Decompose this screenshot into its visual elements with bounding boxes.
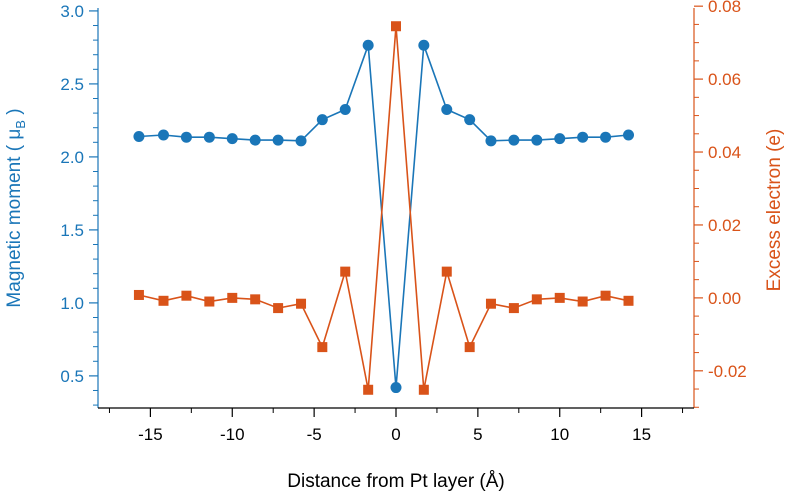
right-y-ticks-group: -0.02 0.00 0.02 0.04 0.06 0.08 [694, 0, 747, 408]
left-y-tick-label: 1.0 [60, 294, 84, 313]
right-y-tick-label: -0.02 [708, 362, 747, 381]
excess-electron-point [485, 298, 496, 309]
excess-electron-point [508, 303, 519, 314]
right-y-tick-label: 0.06 [708, 70, 741, 89]
magnetic-moment-point [362, 39, 374, 51]
excess-electron-point [317, 342, 328, 353]
excess-electron-point [577, 296, 588, 307]
excess-electron-point [623, 295, 634, 306]
right-y-tick-label: 0.04 [708, 143, 741, 162]
magnetic-moment-point [295, 135, 307, 147]
x-tick-label: 15 [632, 425, 651, 444]
magnetic-moment-point [600, 131, 612, 143]
x-axis-title: Distance from Pt layer (Å) [287, 471, 505, 492]
x-tick-label: -10 [220, 425, 245, 444]
left-y-tick-label: 3.0 [60, 2, 84, 21]
magnetic-moment-point [339, 103, 351, 115]
right-y-tick-label: 0.00 [708, 289, 741, 308]
x-ticks-group: -15 -10 -5 0 5 10 15 [108, 408, 684, 444]
magnetic-moment-point [203, 131, 215, 143]
excess-electron-point [227, 292, 238, 303]
left-y-tick-label: 2.0 [60, 148, 84, 167]
excess-electron-point [296, 298, 307, 309]
magnetic-moment-point [508, 134, 520, 146]
excess-electron-point [273, 303, 284, 314]
axes-group [97, 8, 695, 409]
magnetic-moment-point [485, 135, 497, 147]
magnetic-moment-point [464, 114, 476, 126]
x-tick-label: -15 [138, 425, 163, 444]
left-y-tick-label: 1.5 [60, 221, 84, 240]
magnetic-moment-point [554, 133, 566, 145]
magnetic-moment-point [418, 39, 430, 51]
excess-electron-point [441, 266, 452, 277]
right-y-tick-label: 0.08 [708, 0, 741, 16]
left-y-ticks-group: 0.5 1.0 1.5 2.0 2.5 3.0 [60, 2, 98, 406]
left-y-axis-title-end: ) [4, 108, 25, 120]
magnetic-moment-point [390, 382, 402, 394]
excess-electron-point [600, 290, 611, 301]
left-y-axis-title-main: Magnetic moment ( μ [4, 129, 25, 308]
x-tick-label: 5 [473, 425, 482, 444]
series-group [133, 21, 635, 395]
magnetic-moment-point [249, 134, 261, 146]
excess-electron-point [340, 266, 351, 277]
magnetic-moment-point [180, 131, 192, 143]
left-y-axis-title: Magnetic moment ( μB ) [4, 108, 28, 307]
series-line-magnetic-moment [138, 44, 629, 388]
excess-electron-point [363, 384, 374, 395]
excess-electron-point [250, 294, 261, 305]
excess-electron-point [464, 342, 475, 353]
magnetic-moment-point [133, 130, 145, 142]
left-y-axis-title-subscript: B [13, 120, 28, 129]
magnetic-moment-point [441, 103, 453, 115]
excess-electron-point [204, 296, 215, 307]
excess-electron-point [418, 384, 429, 395]
x-tick-label: -5 [307, 425, 322, 444]
series-line-excess-electron [138, 26, 629, 390]
excess-electron-point [391, 21, 401, 32]
magnetic-moment-point [226, 133, 238, 145]
x-tick-label: 10 [550, 425, 569, 444]
left-y-tick-label: 0.5 [60, 367, 84, 386]
magnetic-moment-point [577, 131, 589, 143]
excess-electron-point [158, 295, 169, 306]
left-y-tick-label: 2.5 [60, 75, 84, 94]
excess-electron-point [133, 289, 144, 300]
excess-electron-point [531, 294, 542, 305]
magnetic-moment-point [316, 114, 328, 126]
magnetic-moment-point [272, 134, 284, 146]
magnetic-moment-point [157, 129, 169, 141]
magnetic-moment-point [531, 134, 543, 146]
right-y-tick-label: 0.02 [708, 216, 741, 235]
excess-electron-point [181, 290, 192, 301]
right-y-axis-title: Excess electron (e) [764, 129, 785, 292]
excess-electron-point [554, 292, 565, 303]
x-tick-label: 0 [391, 425, 400, 444]
magnetic-moment-point [623, 129, 635, 141]
